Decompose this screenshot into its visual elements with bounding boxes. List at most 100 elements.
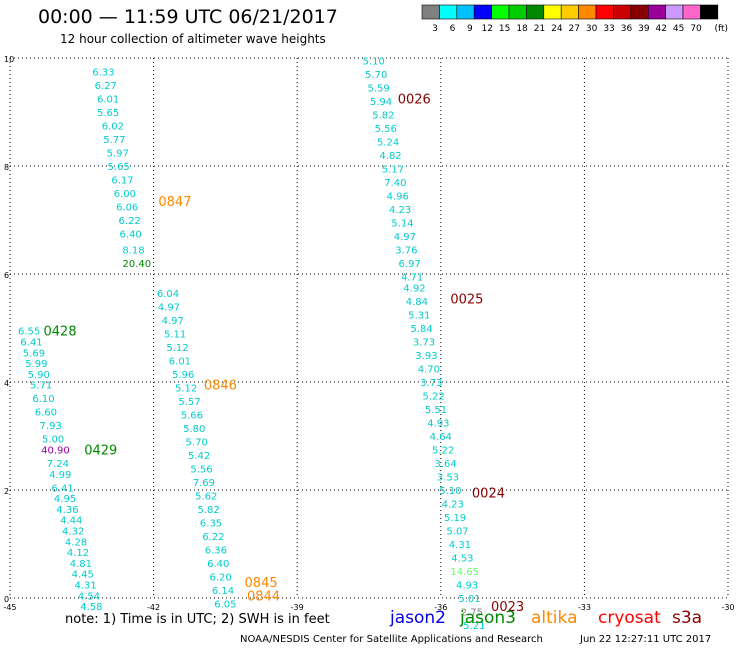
wave-height-value: 6.20 <box>209 572 231 583</box>
wave-height-value: 4.97 <box>162 316 184 327</box>
wave-height-value: 4.81 <box>70 559 92 570</box>
colorbar-label: 6 <box>450 24 456 34</box>
wave-height-value: 5.21 <box>463 621 485 632</box>
wave-height-value: 6.40 <box>207 559 229 570</box>
credits-text: NOAA/NESDIS Center for Satellite Applica… <box>240 634 543 645</box>
wave-height-value: 4.97 <box>158 302 180 313</box>
wave-height-value: 4.31 <box>74 581 96 592</box>
wave-height-value: 6.55 <box>18 327 40 338</box>
wave-height-value: 7.93 <box>40 421 62 432</box>
colorbar-swatch <box>647 4 666 20</box>
wave-height-value: 6.60 <box>35 408 57 419</box>
lon-tick-label: -42 <box>147 603 160 612</box>
wave-height-value: 3.64 <box>434 459 456 470</box>
wave-height-value: 6.27 <box>95 81 117 92</box>
map-title: 00:00 — 11:59 UTC 06/21/2017 <box>38 6 338 28</box>
colorbar-swatch <box>560 4 579 20</box>
colorbar-swatch <box>665 4 684 20</box>
pass-time-label: 0844 <box>247 589 280 604</box>
footer-note: note: 1) Time is in UTC; 2) SWH is in fe… <box>65 612 330 627</box>
colorbar-swatch <box>508 4 527 20</box>
wave-height-value: 14.65 <box>450 567 479 578</box>
wave-height-value: 8.18 <box>122 246 144 257</box>
wave-height-value: 5.66 <box>181 410 203 421</box>
pass-time-label: 0428 <box>44 325 77 340</box>
colorbar-label: 21 <box>534 24 545 34</box>
satellite-jason3: jason3 <box>460 608 516 628</box>
lat-tick-label: 4 <box>4 379 9 388</box>
colorbar-label: 42 <box>656 24 667 34</box>
wave-height-value: 4.36 <box>56 505 78 516</box>
wave-height-value: 5.99 <box>25 359 47 370</box>
wave-height-value: 4.93 <box>456 581 478 592</box>
lat-tick-label: 6 <box>4 271 9 280</box>
wave-height-value: 5.56 <box>190 464 212 475</box>
pass-time-label: 0845 <box>245 576 278 591</box>
lon-tick-label: -33 <box>578 603 591 612</box>
satellite-jason2: jason2 <box>390 608 446 628</box>
wave-height-value: 5.11 <box>164 329 186 340</box>
wave-height-value: 4.58 <box>80 602 102 613</box>
wave-height-value: 6.01 <box>169 356 191 367</box>
wave-height-value: 5.07 <box>446 527 468 538</box>
timestamp-text: Jun 22 12:27:11 UTC 2017 <box>580 634 712 645</box>
wave-height-value: 4.96 <box>387 192 409 203</box>
wave-height-value: 40.90 <box>41 446 70 457</box>
wave-height-value: 5.42 <box>188 451 210 462</box>
wave-height-value: 5.65 <box>108 162 130 173</box>
wave-height-value: 6.05 <box>214 599 236 610</box>
wave-height-value: 5.70 <box>365 70 387 81</box>
map-subtitle: 12 hour collection of altimeter wave hei… <box>60 32 326 46</box>
wave-height-value: 5.12 <box>166 343 188 354</box>
lat-tick-label: 0 <box>4 595 9 604</box>
lat-tick-label: 2 <box>4 487 9 496</box>
wave-height-value: 6.22 <box>119 216 141 227</box>
lon-tick-label: -30 <box>721 603 734 612</box>
wave-height-value: 5.62 <box>195 491 217 502</box>
satellite-s3a: s3a <box>672 608 703 628</box>
wave-height-value: 5.00 <box>42 435 64 446</box>
colorbar-swatch <box>439 4 458 20</box>
pass-time-label: 0023 <box>491 600 524 615</box>
pass-time-label: 0846 <box>204 379 237 394</box>
colorbar-label: 70 <box>690 24 702 34</box>
colorbar-label: 39 <box>638 24 650 34</box>
colorbar-swatch <box>491 4 510 20</box>
wave-height-value: 4.70 <box>418 365 440 376</box>
wave-height-value: 5.59 <box>367 84 389 95</box>
wave-height-value: 5.65 <box>97 108 119 119</box>
colorbar-swatch <box>526 4 545 20</box>
wave-height-value: 4.44 <box>60 516 82 527</box>
pass-time-label: 0847 <box>158 195 191 210</box>
colorbar-label: 27 <box>569 24 580 34</box>
wave-height-value: 4.82 <box>379 151 401 162</box>
colorbar-swatch <box>421 4 440 20</box>
wave-height-value: 5.19 <box>444 513 466 524</box>
colorbar-swatch <box>700 4 719 20</box>
wave-height-value: 4.12 <box>67 548 89 559</box>
wave-height-value: 4.64 <box>430 432 452 443</box>
lon-tick-label: -45 <box>3 603 16 612</box>
wave-height-value: 5.10 <box>363 57 385 68</box>
wave-height-value: 4.71 <box>401 273 423 284</box>
wave-height-value: 6.04 <box>157 289 179 300</box>
wave-height-value: 4.28 <box>65 537 87 548</box>
wave-height-value: 5.69 <box>23 348 45 359</box>
wave-height-value: 4.53 <box>451 554 473 565</box>
wave-height-value: 2.75 <box>461 608 483 619</box>
wave-height-value: 20.40 <box>123 259 152 270</box>
lat-tick-label: 8 <box>4 163 9 172</box>
wave-height-value: 4.23 <box>442 500 464 511</box>
colorbar-swatch <box>543 4 562 20</box>
lon-tick-label: -39 <box>291 603 304 612</box>
wave-height-value: 6.97 <box>399 259 421 270</box>
wave-height-value: 7.69 <box>193 478 215 489</box>
colorbar-label: 30 <box>586 24 598 34</box>
colorbar-label: 3 <box>432 24 438 34</box>
wave-height-value: 5.12 <box>175 383 197 394</box>
wave-height-value: 6.14 <box>212 586 234 597</box>
wave-height-value: 6.06 <box>116 203 138 214</box>
wave-height-value: 5.90 <box>28 370 50 381</box>
colorbar-label: 9 <box>467 24 473 34</box>
wave-height-value: 5.84 <box>411 324 433 335</box>
